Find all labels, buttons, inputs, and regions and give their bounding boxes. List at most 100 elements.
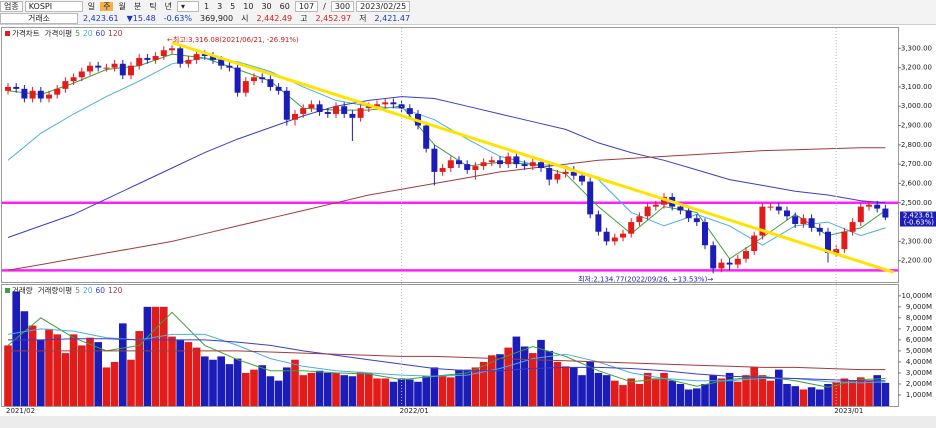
interval[interactable]: 3: [217, 1, 223, 11]
candle-body: [177, 48, 184, 64]
candle-body: [382, 102, 389, 105]
volume-bar: [61, 353, 70, 406]
candle-body: [136, 57, 143, 66]
ma-title: 거래량이평: [38, 285, 73, 295]
candle-body: [29, 90, 36, 99]
ma-line: [8, 338, 886, 382]
change: ▼15.48: [126, 13, 156, 23]
volume-bar: [209, 359, 217, 406]
volume-bar: [233, 358, 242, 406]
candle-body: [128, 65, 134, 76]
candle-body: [267, 79, 274, 87]
candle-body: [349, 113, 356, 118]
candle-body: [628, 222, 635, 234]
y-tick-label: 8,000M: [906, 314, 932, 322]
y-tick-label: 3,300.00: [901, 44, 932, 52]
candle-body: [554, 173, 561, 180]
volume-bar: [602, 375, 611, 406]
legend-icon: [5, 31, 10, 36]
volume-bar: [824, 383, 832, 406]
candle-body: [242, 81, 249, 93]
candle-body: [103, 67, 110, 69]
volume-bar: [545, 350, 553, 406]
volume-bar: [258, 365, 266, 406]
exchange: 거래소: [0, 12, 78, 24]
volume-bar: [447, 377, 455, 406]
volume-bar: [69, 334, 78, 406]
candle-body: [46, 94, 52, 99]
interval[interactable]: 60: [279, 1, 290, 11]
candle-body: [464, 164, 471, 170]
market-select[interactable]: 업종: [0, 0, 23, 12]
interval-select[interactable]: ▾: [176, 0, 199, 12]
count-input[interactable]: 107: [294, 0, 319, 12]
volume-bar: [758, 375, 767, 406]
period-year[interactable]: 년: [164, 1, 172, 11]
legend-entry: 5: [75, 286, 80, 295]
candle-body: [562, 171, 569, 174]
candle-body: [743, 251, 749, 259]
index-select[interactable]: KOSPI: [24, 0, 83, 12]
candle-body: [505, 156, 512, 165]
volume-bar: [176, 339, 184, 406]
ma-title: 가격이평: [45, 28, 73, 38]
volume-bar: [299, 375, 307, 406]
volume-bar: [660, 372, 668, 406]
volume-bar: [373, 378, 381, 406]
legend-entry: 60: [96, 29, 106, 38]
interval[interactable]: 1: [203, 1, 210, 11]
volume-bar: [307, 372, 316, 406]
candle-body: [275, 86, 282, 91]
volume-bar: [455, 369, 463, 406]
x-tick-label: 2022/01: [400, 407, 429, 415]
volume-bar: [873, 375, 881, 406]
candle-body: [734, 258, 741, 265]
volume-bar: [840, 378, 849, 406]
volume-bar: [766, 380, 775, 406]
candle-body: [538, 162, 544, 169]
y-tick-label: 6,000M: [906, 336, 932, 344]
volume-bar: [471, 367, 480, 406]
volume-bar: [586, 361, 594, 406]
interval[interactable]: 10: [243, 1, 254, 11]
candle-body: [857, 206, 864, 223]
volume-bar: [479, 361, 488, 406]
interval[interactable]: 5: [230, 1, 236, 11]
period-month[interactable]: 월: [118, 1, 126, 11]
candle-body: [529, 162, 536, 167]
volume-bar: [799, 389, 808, 406]
period-minute[interactable]: 분: [133, 1, 142, 11]
volume-bar: [94, 342, 102, 406]
period-day[interactable]: 일: [87, 1, 96, 11]
interval[interactable]: 30: [261, 1, 272, 11]
candle-body: [431, 148, 438, 172]
candle-body: [226, 65, 233, 68]
candle-body: [816, 227, 823, 232]
volume-bar: [684, 389, 693, 406]
total-input[interactable]: 300: [330, 0, 355, 12]
period-week[interactable]: 주: [100, 1, 114, 11]
volume-bar: [857, 377, 865, 406]
date-input[interactable]: 2023/02/25: [356, 0, 411, 12]
candle-body: [866, 204, 872, 207]
candle-body: [357, 108, 364, 118]
open-label: 시: [241, 13, 249, 23]
candle-body: [603, 231, 610, 242]
candle-body: [620, 233, 626, 238]
volume-bar: [143, 306, 152, 406]
volume-bar: [537, 339, 545, 406]
period-tick[interactable]: 틱: [149, 1, 157, 11]
candle-body: [513, 156, 520, 165]
volume-bar: [250, 369, 258, 406]
volume-bar: [406, 379, 414, 406]
candle-body: [595, 214, 602, 232]
volume-bar: [619, 385, 627, 406]
candle-body: [95, 65, 102, 68]
volume-bar: [86, 337, 94, 406]
candle-body: [480, 162, 487, 167]
candle-body: [570, 171, 577, 176]
candle-body: [119, 63, 126, 76]
candle-body: [784, 210, 790, 217]
candle-body: [70, 77, 77, 82]
